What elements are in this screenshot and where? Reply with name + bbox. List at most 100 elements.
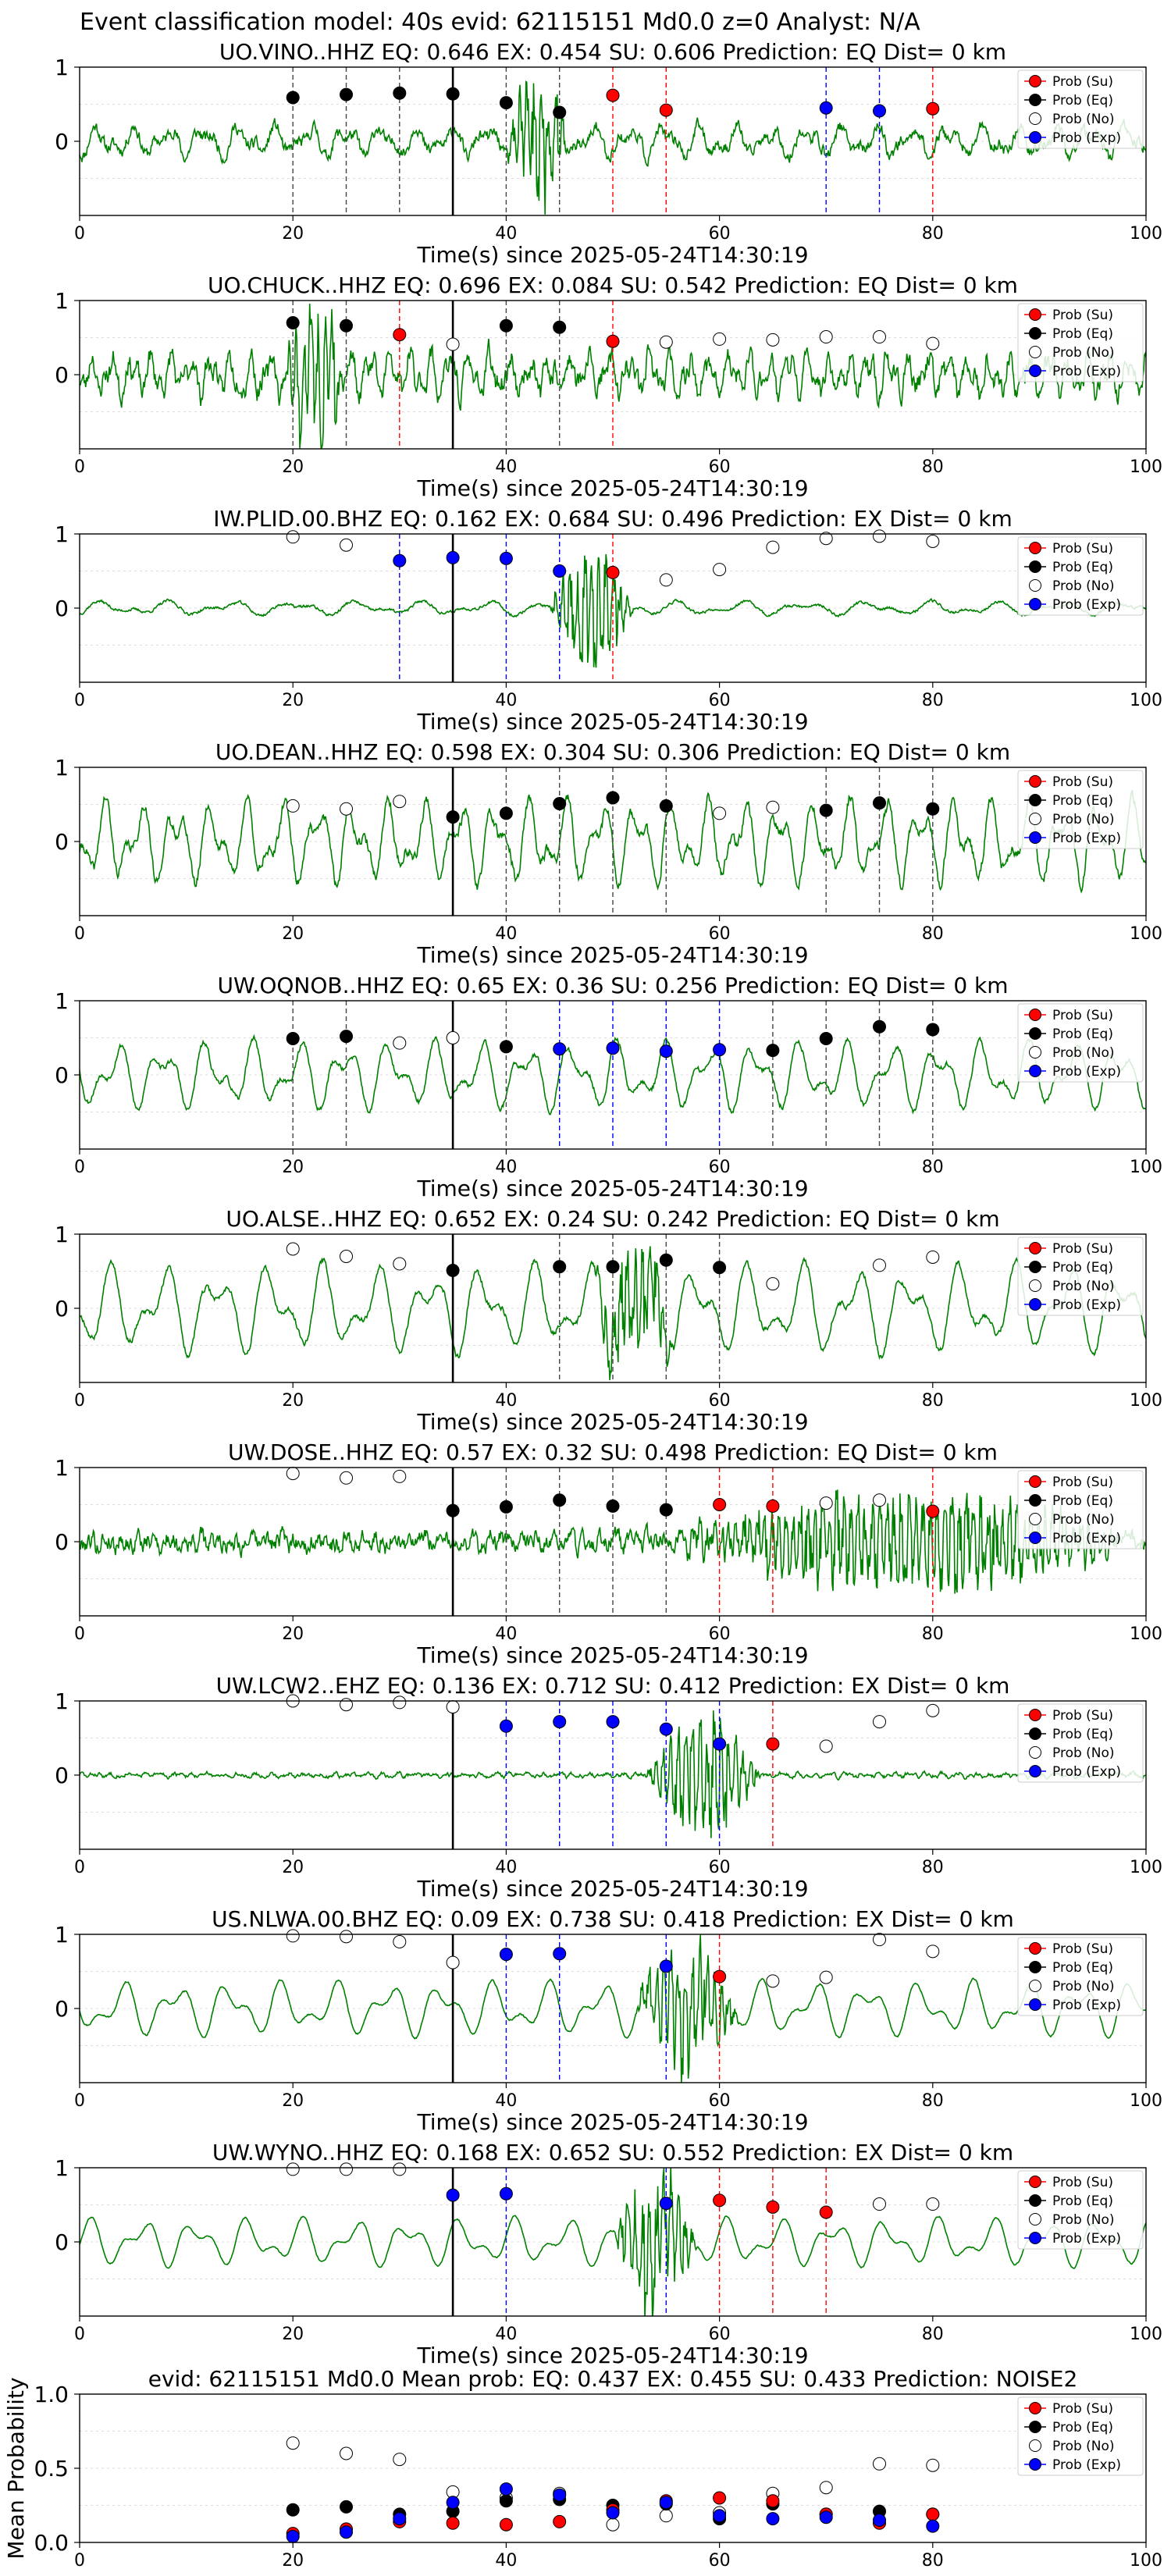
panel-title: UW.OQNOB..HHZ EQ: 0.65 EX: 0.36 SU: 0.25… (217, 973, 1008, 998)
prob-marker-eq (606, 1499, 620, 1513)
legend-label-exp: Prob (Exp) (1052, 364, 1121, 379)
panel-title: IW.PLID.00.BHZ EQ: 0.162 EX: 0.684 SU: 0… (213, 506, 1012, 532)
panel-title: UO.VINO..HHZ EQ: 0.646 EX: 0.454 SU: 0.6… (219, 39, 1006, 65)
waveform-trace (80, 1710, 1146, 1838)
legend-marker (1029, 131, 1041, 144)
mean-prob-marker (499, 2482, 513, 2496)
prob-marker-no (393, 1695, 407, 1710)
x-tick-label: 100 (1130, 924, 1162, 944)
panel-iw-plid-00-bhz: IW.PLID.00.BHZ EQ: 0.162 EX: 0.684 SU: 0… (55, 506, 1162, 735)
x-tick-label: 100 (1130, 1391, 1162, 1411)
y-tick-label: 0 (55, 829, 69, 855)
x-tick-label: 60 (709, 1391, 731, 1411)
legend-marker (1029, 813, 1041, 825)
prob-marker-no (340, 2162, 353, 2176)
panel-title: UO.CHUCK..HHZ EQ: 0.696 EX: 0.084 SU: 0.… (208, 272, 1018, 298)
legend-marker (1029, 2213, 1041, 2226)
prob-marker-no (659, 335, 673, 349)
x-axis-label: Time(s) since 2025-05-24T14:30:19 (416, 2109, 808, 2135)
waveform-trace (80, 789, 1146, 894)
panel-title: evid: 62115151 Md0.0 Mean prob: EQ: 0.43… (148, 2366, 1078, 2392)
x-tick-label: 40 (495, 457, 517, 477)
prob-marker-eq (340, 87, 353, 101)
prob-marker-no (926, 2197, 940, 2211)
prob-marker-no (340, 1698, 353, 1712)
mean-prob-marker (286, 2436, 300, 2450)
prob-marker-eq (340, 318, 353, 333)
legend-marker (1029, 2458, 1041, 2471)
legend-label-no: Prob (No) (1052, 1512, 1115, 1528)
mean-prob-marker (393, 2512, 407, 2526)
legend-box (1017, 2170, 1144, 2250)
prob-marker-su (393, 328, 407, 342)
mean-prob-marker (340, 2500, 353, 2514)
legend-marker (1029, 112, 1041, 125)
legend-box (1017, 770, 1144, 849)
mean-prob-marker (713, 2491, 727, 2505)
panel-mean: evid: 62115151 Md0.0 Mean prob: EQ: 0.43… (3, 2366, 1162, 2571)
prob-marker-eq (286, 1031, 300, 1045)
legend-label-no: Prob (No) (1052, 1045, 1115, 1061)
legend-marker (1029, 2232, 1041, 2244)
axes-frame (79, 767, 1147, 916)
legend-marker (1029, 2439, 1041, 2452)
legend-label-eq: Prob (Eq) (1052, 2194, 1113, 2209)
prob-marker-no (286, 799, 300, 813)
prob-marker-no (393, 795, 407, 809)
y-tick-label: 0 (55, 1062, 69, 1088)
x-tick-label: 0 (74, 457, 85, 477)
legend-marker (1029, 1980, 1041, 1992)
prob-marker-no (926, 1250, 940, 1264)
mean-prob-marker (926, 2519, 940, 2533)
panel-title: UW.WYNO..HHZ EQ: 0.168 EX: 0.652 SU: 0.5… (212, 2140, 1013, 2165)
y-tick-label: 0 (55, 129, 69, 155)
x-tick-label: 20 (282, 1858, 304, 1877)
prob-marker-no (286, 530, 300, 544)
x-axis-label: Time(s) since 2025-05-24T14:30:19 (416, 2343, 808, 2368)
prob-marker-exp (819, 101, 833, 115)
x-tick-label: 20 (282, 1391, 304, 1411)
x-tick-label: 60 (709, 457, 731, 477)
prob-marker-exp (499, 1948, 513, 1962)
x-tick-label: 0 (74, 691, 85, 710)
prob-marker-no (819, 532, 833, 546)
x-tick-label: 20 (282, 2551, 304, 2571)
panel-title: US.NLWA.00.BHZ EQ: 0.09 EX: 0.738 SU: 0.… (212, 1906, 1014, 1932)
legend-label-eq: Prob (Eq) (1052, 560, 1113, 575)
prob-marker-eq (766, 1044, 780, 1058)
legend-marker (1029, 1532, 1041, 1544)
prob-marker-su (713, 2194, 727, 2208)
x-tick-label: 40 (495, 1391, 517, 1411)
prob-marker-eq (446, 1503, 460, 1517)
x-tick-label: 80 (922, 457, 944, 477)
y-tick-label: 1 (55, 988, 69, 1014)
legend-marker (1029, 1709, 1041, 1721)
legend-marker (1029, 308, 1041, 321)
x-tick-label: 40 (495, 1624, 517, 1644)
legend-box (1017, 536, 1144, 616)
legend-label-no: Prob (No) (1052, 112, 1115, 127)
prob-marker-no (393, 1469, 407, 1483)
legend-marker (1029, 1046, 1041, 1059)
x-tick-label: 80 (922, 1624, 944, 1644)
legend-label-exp: Prob (Exp) (1052, 1764, 1121, 1780)
x-tick-label: 100 (1130, 224, 1162, 244)
prob-marker-no (286, 2162, 300, 2176)
prob-marker-no (873, 1715, 886, 1729)
prob-marker-eq (873, 1019, 886, 1034)
legend-box (1017, 303, 1144, 382)
legend-marker (1029, 1261, 1041, 1273)
prob-marker-exp (659, 1044, 673, 1059)
y-tick-label: 0 (55, 596, 69, 621)
x-tick-label: 0 (74, 1158, 85, 1177)
mean-prob-marker (713, 2509, 727, 2523)
prob-marker-eq (819, 803, 833, 817)
prob-marker-eq (606, 1260, 620, 1274)
legend-box (1017, 2396, 1144, 2476)
waveform-trace (80, 2168, 1146, 2316)
x-tick-label: 80 (922, 1158, 944, 1177)
waveform-trace (80, 1934, 1146, 2083)
mean-prob-marker (499, 2517, 513, 2532)
legend-marker (1029, 2421, 1041, 2433)
